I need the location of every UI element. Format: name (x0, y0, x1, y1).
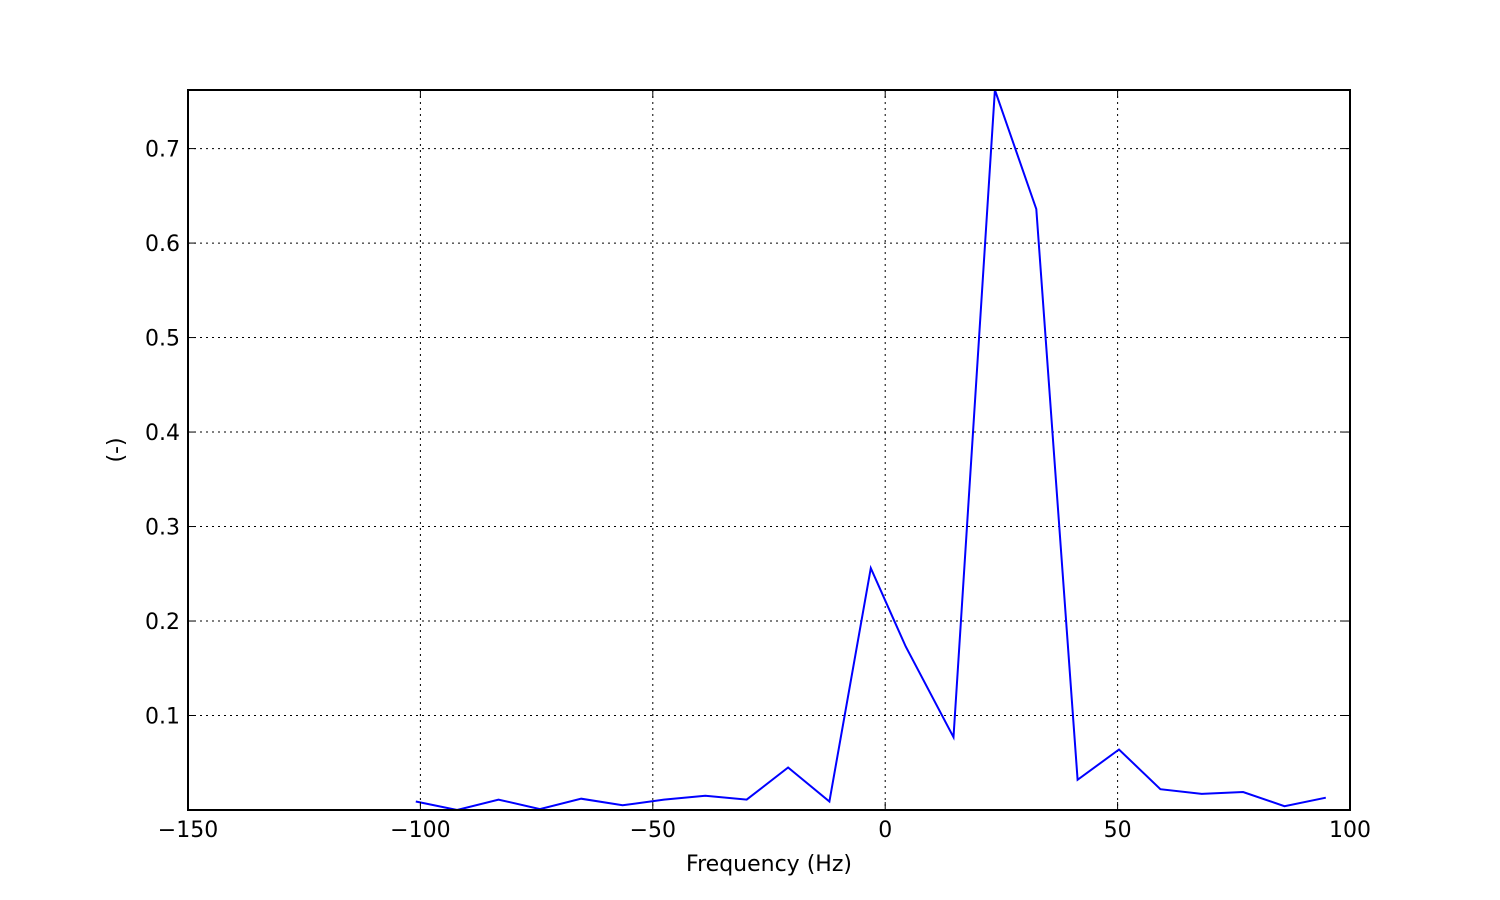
x-tick-label: −50 (630, 818, 676, 843)
y-axis-label: (-) (104, 437, 129, 462)
y-tick-label: 0.2 (145, 610, 180, 635)
y-tick-label: 0.4 (145, 421, 180, 446)
y-tick-label: 0.5 (145, 327, 180, 352)
y-tick-label: 0.3 (145, 516, 180, 541)
series-line-0 (415, 89, 1327, 812)
y-tick-label: 0.6 (145, 232, 180, 257)
x-tick-label: 50 (1104, 818, 1132, 843)
tick-labels: −150 −100 −50 0 50 100 0.1 0.2 0.3 0.4 0.5 0.6 0.7 (145, 138, 1371, 843)
plot-frame (187, 89, 1351, 811)
y-tick-label: 0.7 (145, 138, 180, 163)
grid (188, 90, 1350, 810)
x-tick-label: 100 (1329, 818, 1371, 843)
series-layer (415, 89, 1327, 812)
y-tick-label: 0.1 (145, 705, 180, 730)
x-tick-label: −100 (390, 818, 450, 843)
ticks (187, 90, 1351, 810)
x-tick-label: 0 (878, 818, 892, 843)
x-tick-label: −150 (158, 818, 218, 843)
x-axis-label: Frequency (Hz) (686, 852, 852, 877)
